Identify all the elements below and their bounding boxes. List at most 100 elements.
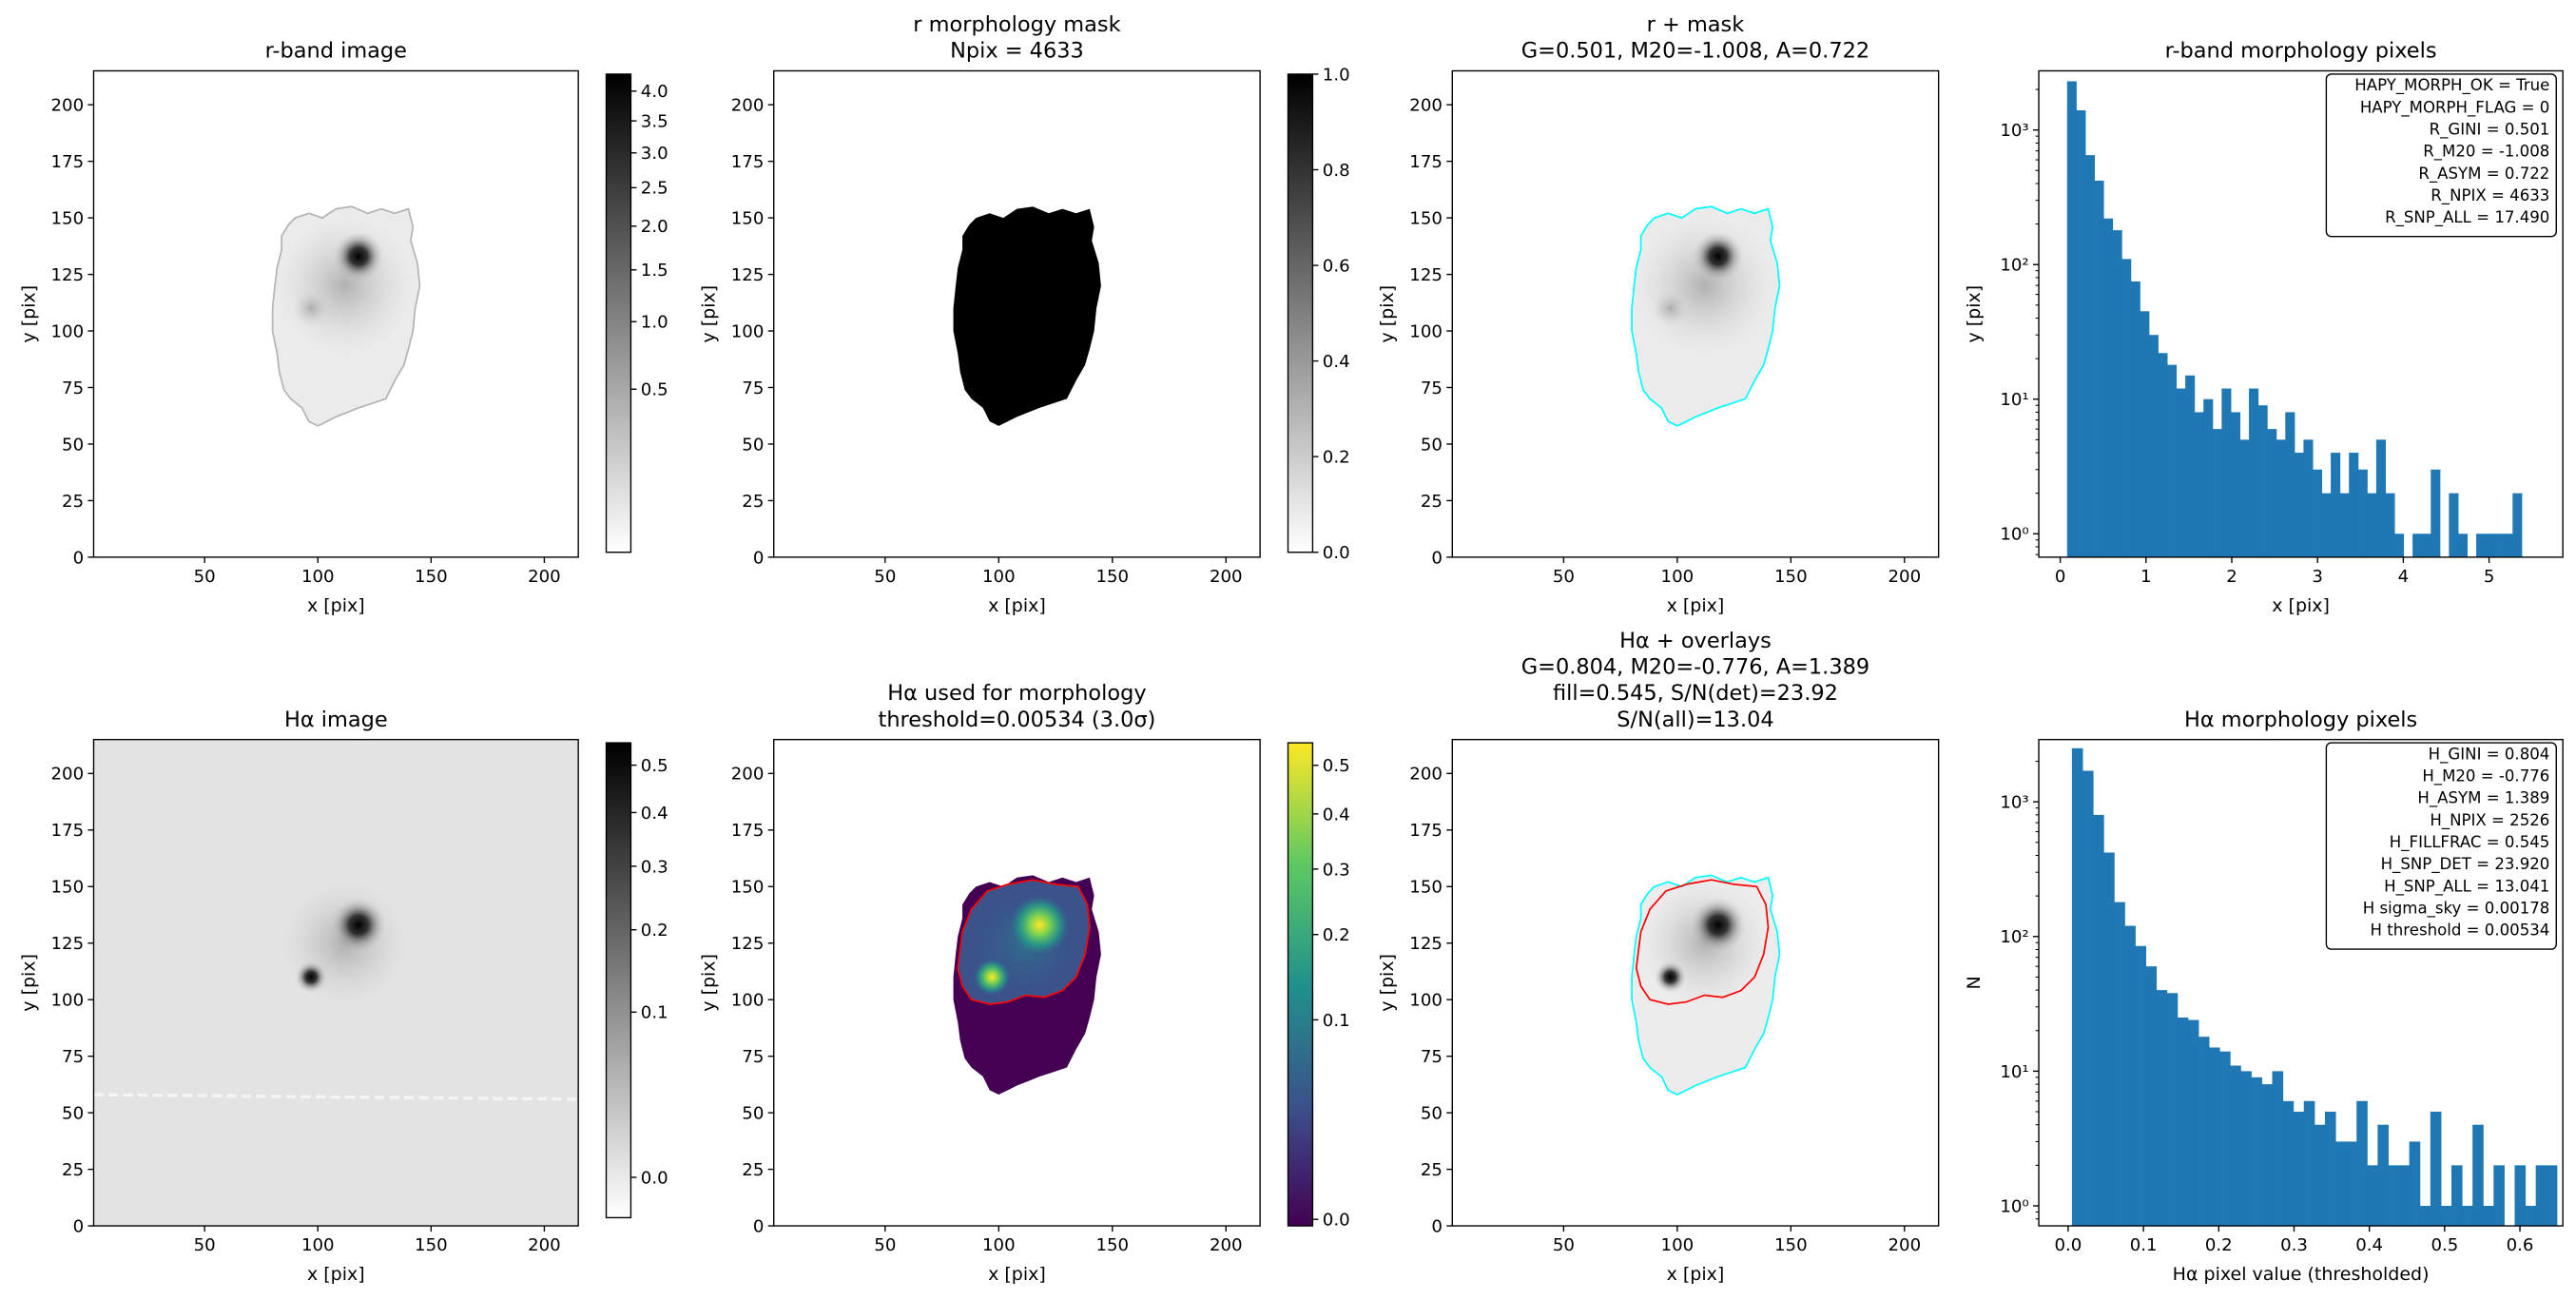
x-tick-label: 50 <box>1553 1235 1575 1255</box>
y-tick-label: 100 <box>51 991 85 1011</box>
y-tick-label: 10¹ <box>2000 1062 2028 1082</box>
y-tick-label: 175 <box>51 821 85 841</box>
histogram-bar <box>2394 534 2405 557</box>
emission <box>1652 290 1689 327</box>
x-tick-label: 50 <box>194 567 216 587</box>
axes-frame <box>773 738 1261 1227</box>
panel: r-band image x [pix] y [pix] 0.5 1.0 1.5 2.0 2.… <box>18 39 668 616</box>
colorbar-tick-label: 0.0 <box>1323 543 1350 563</box>
histogram-bar <box>2209 1047 2220 1227</box>
histogram-bar <box>2084 155 2096 557</box>
colorbar-tick-label: 2.5 <box>641 179 668 199</box>
colorbar-tick-label: 1.0 <box>641 313 668 333</box>
histogram-bar <box>2221 388 2232 557</box>
colorbar-tick-label: 0.4 <box>1323 805 1350 825</box>
histogram-bar <box>2293 1112 2305 1227</box>
annotation-line: HAPY_MORPH_FLAG = 0 <box>2360 98 2550 117</box>
histogram-bar <box>2276 439 2286 557</box>
y-tick-label: 125 <box>51 265 85 285</box>
colorbar-tick-label: 0.3 <box>641 857 668 877</box>
axes-frame <box>1451 69 1940 558</box>
y-tick-label: 10² <box>2000 256 2028 276</box>
histogram-bar <box>2230 1065 2241 1227</box>
histogram-bar <box>2493 1165 2505 1227</box>
y-tick-label: 10³ <box>2000 793 2028 813</box>
panel-title: fill=0.545, S/N(det)=23.92 <box>1553 681 1838 706</box>
axes-frame <box>2038 738 2564 1227</box>
y-tick-label: 200 <box>731 96 765 116</box>
axes-frame <box>2038 69 2564 558</box>
axes-frame <box>92 738 579 1227</box>
histogram-bar <box>2375 439 2386 557</box>
x-tick-label: 0.6 <box>2507 1235 2534 1255</box>
y-tick-label: 125 <box>51 934 85 954</box>
contour <box>1631 205 1781 427</box>
annotation-line: H sigma_sky = 0.00178 <box>2363 899 2550 918</box>
panel-title: G=0.804, M20=-0.776, A=1.389 <box>1521 655 1869 680</box>
y-tick-label: 150 <box>1409 878 1443 898</box>
annotation-line: R_ASYM = 0.722 <box>2418 165 2549 184</box>
x-tick-label: 0.2 <box>2205 1235 2233 1255</box>
y-tick-label: 50 <box>1421 1104 1443 1124</box>
y-tick-label: 100 <box>731 991 765 1011</box>
x-tick-label: 200 <box>1888 567 1922 587</box>
histogram-bar <box>2503 534 2513 557</box>
x-axis-label: x [pix] <box>2272 595 2330 616</box>
histogram-bar <box>2440 1205 2452 1227</box>
histogram-bar <box>2485 534 2495 557</box>
y-tick-label: 200 <box>1409 96 1443 116</box>
histogram-bar <box>2156 990 2168 1227</box>
colorbar-tick-label: 0.0 <box>641 1168 668 1188</box>
y-tick-label: 150 <box>1409 208 1443 228</box>
histogram-bar <box>2377 1124 2389 1227</box>
histogram-bar <box>2148 335 2159 557</box>
panel-title: Hα used for morphology <box>887 681 1146 706</box>
annotation-line: H_GINI = 0.804 <box>2429 745 2550 764</box>
x-tick-label: 50 <box>874 1235 896 1255</box>
y-tick-label: 50 <box>742 1104 764 1124</box>
plot-area <box>953 875 1101 1096</box>
histogram-bar <box>2066 81 2077 557</box>
colorbar-tick-label: 0.2 <box>1323 448 1350 468</box>
y-tick-label: 100 <box>1409 991 1443 1011</box>
emission <box>333 231 384 281</box>
histogram-bar <box>2285 412 2295 557</box>
histogram-bar <box>2094 180 2104 557</box>
y-tick-label: 10⁰ <box>2000 525 2028 545</box>
colorbar-tick-label: 0.5 <box>641 380 668 400</box>
x-tick-label: 100 <box>1661 1235 1695 1255</box>
colorbar-tick-label: 0.4 <box>1323 352 1350 372</box>
y-tick-label: 100 <box>51 321 85 341</box>
histogram-bar <box>2546 1165 2558 1227</box>
histogram-bar <box>2103 218 2114 557</box>
histogram-bar <box>2294 453 2304 557</box>
y-tick-label: 25 <box>1421 1160 1443 1180</box>
panel: r-band morphology pixels x [pix] y [pix] 0 1… <box>1964 39 2564 616</box>
x-tick-label: 50 <box>194 1235 216 1255</box>
y-tick-label: 0 <box>1431 548 1443 568</box>
plot-area <box>953 206 1101 426</box>
plot-area <box>271 205 421 427</box>
histogram-bar <box>2071 747 2083 1227</box>
histogram-bar <box>2346 1141 2357 1227</box>
plot-area <box>1631 874 1781 1096</box>
y-tick-label: 25 <box>1421 492 1443 512</box>
x-tick-label: 200 <box>1888 1235 1922 1255</box>
y-tick-label: 75 <box>1421 1047 1443 1067</box>
colorbar-tick-label: 2.0 <box>641 217 668 237</box>
histogram-bar <box>2158 353 2168 557</box>
y-tick-label: 125 <box>731 934 765 954</box>
colorbar-tick-label: 1.0 <box>1323 65 1350 85</box>
histogram-bar <box>2476 534 2487 557</box>
histogram-bar <box>2321 493 2332 557</box>
histogram-bar <box>2082 770 2094 1227</box>
histogram-bar <box>2535 1165 2547 1227</box>
histogram-bar <box>2512 493 2523 557</box>
annotation-line: H_SNP_ALL = 13.041 <box>2384 877 2549 896</box>
colorbar-tick-label: 0.1 <box>1323 1011 1350 1031</box>
histogram-bar <box>2093 814 2104 1227</box>
histogram-bar <box>2176 388 2186 557</box>
